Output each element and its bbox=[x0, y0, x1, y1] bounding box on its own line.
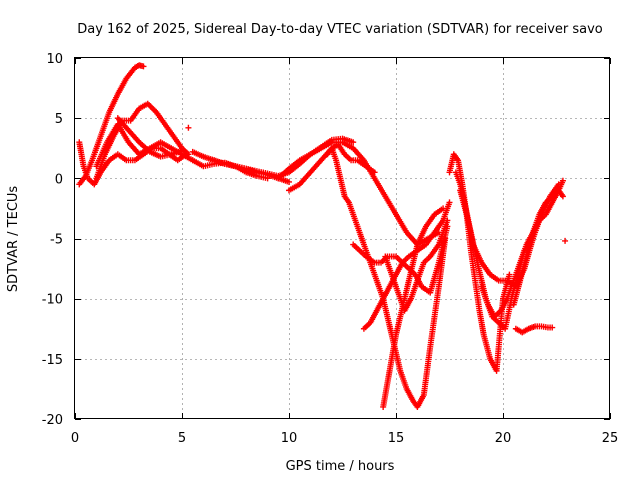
data-point bbox=[185, 124, 192, 131]
y-tick-label: 5 bbox=[55, 112, 63, 127]
data-point bbox=[140, 63, 147, 70]
plot-frame bbox=[74, 57, 610, 419]
x-tick-label: 5 bbox=[178, 431, 186, 446]
data-point bbox=[371, 169, 378, 176]
grid bbox=[75, 58, 610, 419]
x-tick-labels: 0 5 10 15 20 25 bbox=[71, 431, 618, 446]
data-point bbox=[179, 147, 185, 154]
data-point bbox=[562, 237, 569, 244]
y-tick-label: -20 bbox=[42, 413, 63, 428]
x-tick-label: 10 bbox=[281, 431, 298, 446]
data-point bbox=[286, 178, 292, 185]
y-tick-labels: 10 5 0 -5 -10 -15 -20 bbox=[42, 52, 63, 428]
data-point bbox=[350, 139, 357, 146]
data-point bbox=[559, 177, 566, 184]
y-tick-label: -15 bbox=[42, 353, 63, 368]
y-tick-label: -5 bbox=[50, 233, 63, 248]
y-tick-label: 0 bbox=[55, 172, 63, 187]
x-tick-label: 0 bbox=[71, 431, 79, 446]
data-point bbox=[549, 324, 556, 331]
data-point bbox=[559, 193, 566, 200]
data-points bbox=[76, 62, 569, 410]
y-tick-label: -10 bbox=[42, 293, 63, 308]
x-axis-label: GPS time / hours bbox=[286, 459, 395, 474]
data-point bbox=[446, 199, 453, 206]
data-point bbox=[506, 271, 513, 278]
data-point bbox=[440, 205, 447, 212]
y-tick-label: 10 bbox=[46, 52, 63, 67]
x-tick-label: 25 bbox=[602, 431, 619, 446]
chart-title: Day 162 of 2025, Sidereal Day-to-day VTE… bbox=[77, 22, 603, 37]
x-tick-label: 20 bbox=[495, 431, 512, 446]
data-point bbox=[183, 151, 190, 158]
y-axis-label: SDTVAR / TECUs bbox=[6, 186, 21, 293]
x-tick-label: 15 bbox=[388, 431, 405, 446]
data-point bbox=[444, 217, 451, 224]
